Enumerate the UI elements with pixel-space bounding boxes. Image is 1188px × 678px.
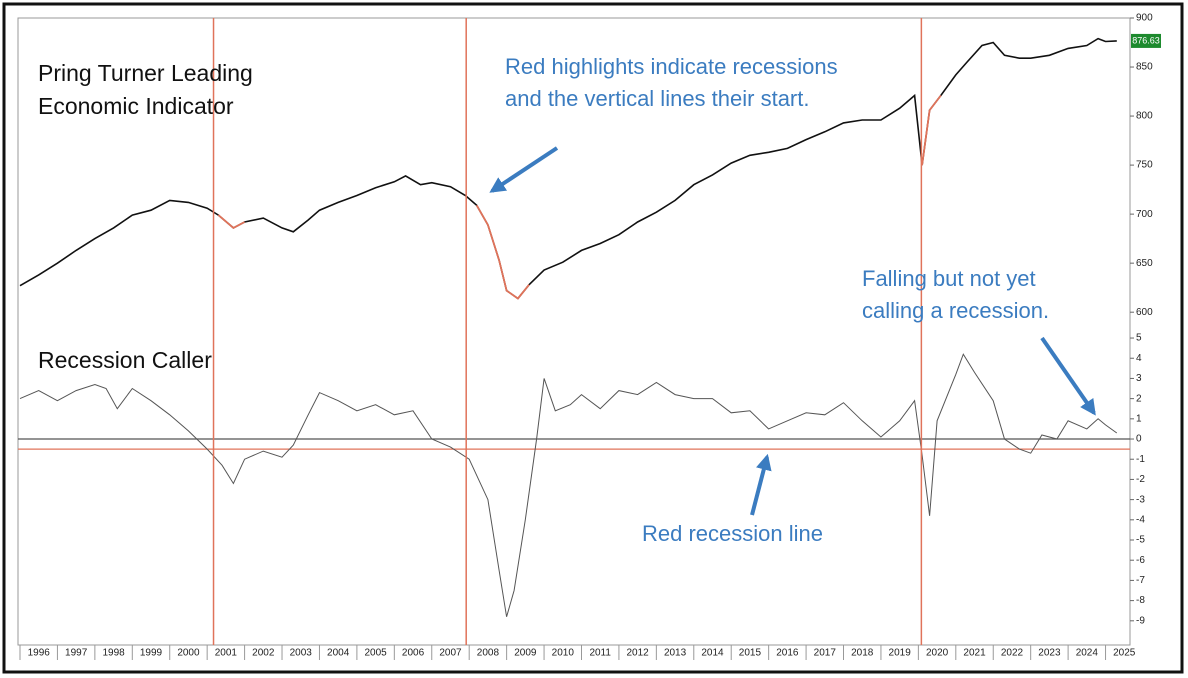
x-tick-label: 2005 xyxy=(364,648,387,659)
y-tick-label: -7 xyxy=(1136,575,1145,586)
x-tick-label: 2025 xyxy=(1113,648,1136,659)
y-tick-label: -5 xyxy=(1136,535,1145,546)
x-tick-label: 1996 xyxy=(28,648,51,659)
annotation: Red highlights indicate recessions xyxy=(505,54,838,79)
annotation: Falling but not yet xyxy=(862,266,1036,291)
y-tick-label: 850 xyxy=(1136,62,1153,73)
series-line xyxy=(19,353,1118,617)
y-tick-label: -9 xyxy=(1136,615,1145,626)
x-tick-label: 2000 xyxy=(177,648,200,659)
x-tick-label: 2006 xyxy=(402,648,425,659)
y-tick-label: 800 xyxy=(1136,111,1153,122)
x-tick-label: 2013 xyxy=(664,648,687,659)
y-tick-label: 700 xyxy=(1136,209,1153,220)
x-tick-label: 1999 xyxy=(140,648,163,659)
y-tick-label: -2 xyxy=(1136,474,1145,485)
x-tick-label: 2018 xyxy=(851,648,874,659)
y-tick-label: 3 xyxy=(1136,373,1142,384)
x-tick-label: 1997 xyxy=(65,648,88,659)
x-tick-label: 2021 xyxy=(963,648,986,659)
annotation: and the vertical lines their start. xyxy=(505,86,809,111)
y-tick-label: 1 xyxy=(1136,413,1142,424)
x-tick-label: 2023 xyxy=(1038,648,1061,659)
x-tick-label: 2008 xyxy=(477,648,500,659)
x-tick-label: 2003 xyxy=(290,648,313,659)
x-tick-label: 2019 xyxy=(889,648,912,659)
arrow xyxy=(489,146,559,193)
x-tick-label: 2015 xyxy=(739,648,762,659)
recession-highlight xyxy=(921,94,942,166)
x-tick-label: 1998 xyxy=(102,648,125,659)
y-tick-label: 4 xyxy=(1136,353,1142,364)
y-tick-label: 2 xyxy=(1136,393,1142,404)
arrow xyxy=(750,453,772,516)
y-tick-label: -8 xyxy=(1136,595,1145,606)
y-tick-label: 900 xyxy=(1136,13,1153,24)
x-tick-label: 2009 xyxy=(514,648,537,659)
x-tick-label: 2012 xyxy=(627,648,650,659)
x-tick-label: 2020 xyxy=(926,648,949,659)
x-tick-label: 2007 xyxy=(439,648,462,659)
chart-title: Pring Turner Leading xyxy=(38,60,253,86)
y-tick-label: 650 xyxy=(1136,258,1153,269)
y-tick-label: 5 xyxy=(1136,333,1142,344)
x-tick-label: 2017 xyxy=(814,648,837,659)
x-tick-label: 2024 xyxy=(1076,648,1099,659)
y-tick-label: -1 xyxy=(1136,454,1145,465)
x-tick-label: 2002 xyxy=(252,648,275,659)
y-tick-label: 0 xyxy=(1136,434,1142,445)
annotation: calling a recession. xyxy=(862,298,1049,323)
x-tick-label: 2001 xyxy=(215,648,238,659)
recession-highlight xyxy=(217,214,246,229)
y-tick-label: -6 xyxy=(1136,555,1145,566)
y-tick-label: -3 xyxy=(1136,494,1145,505)
x-tick-label: 2004 xyxy=(327,648,350,659)
arrow xyxy=(1040,336,1096,416)
chart-title: Economic Indicator xyxy=(38,93,234,119)
last-value-label: 876.63 xyxy=(1132,35,1160,45)
plot-frame xyxy=(17,17,1131,646)
x-tick-label: 2011 xyxy=(589,648,611,659)
y-tick-label: 600 xyxy=(1136,307,1153,318)
chart-title: Recession Caller xyxy=(38,347,212,373)
annotation: Red recession line xyxy=(642,521,823,546)
x-tick-label: 2014 xyxy=(701,648,724,659)
x-tick-label: 2022 xyxy=(1001,648,1024,659)
y-tick-label: 750 xyxy=(1136,160,1153,171)
x-tick-label: 2010 xyxy=(552,648,575,659)
y-tick-label: -4 xyxy=(1136,514,1145,525)
plot-area: 600 650 700 750 800 850 900 876.63 -9 -8 -7 -6 -5 -4 -… xyxy=(18,13,1161,660)
x-tick-label: 2016 xyxy=(776,648,799,659)
recession-highlight xyxy=(475,204,530,300)
last-value-box xyxy=(1131,33,1161,48)
